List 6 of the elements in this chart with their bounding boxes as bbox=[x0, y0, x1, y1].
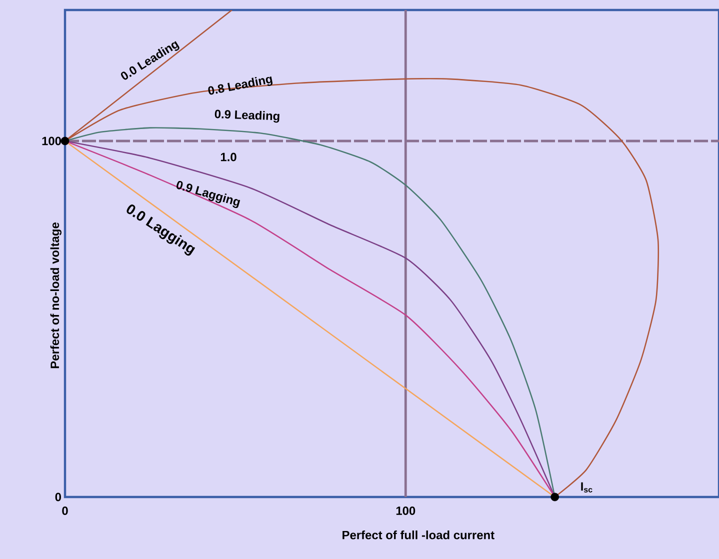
text: 0.8 Leading bbox=[208, 76, 273, 95]
annotation: I$_{sc}$ bbox=[581, 482, 592, 492]
series-label: 1.0 bbox=[220, 152, 236, 162]
series-label: 0.9 Leading bbox=[214, 110, 280, 123]
x-axis-title: Perfect of full -load current bbox=[342, 530, 494, 540]
y-axis-title: Perfect of no-load voltage bbox=[50, 222, 62, 368]
